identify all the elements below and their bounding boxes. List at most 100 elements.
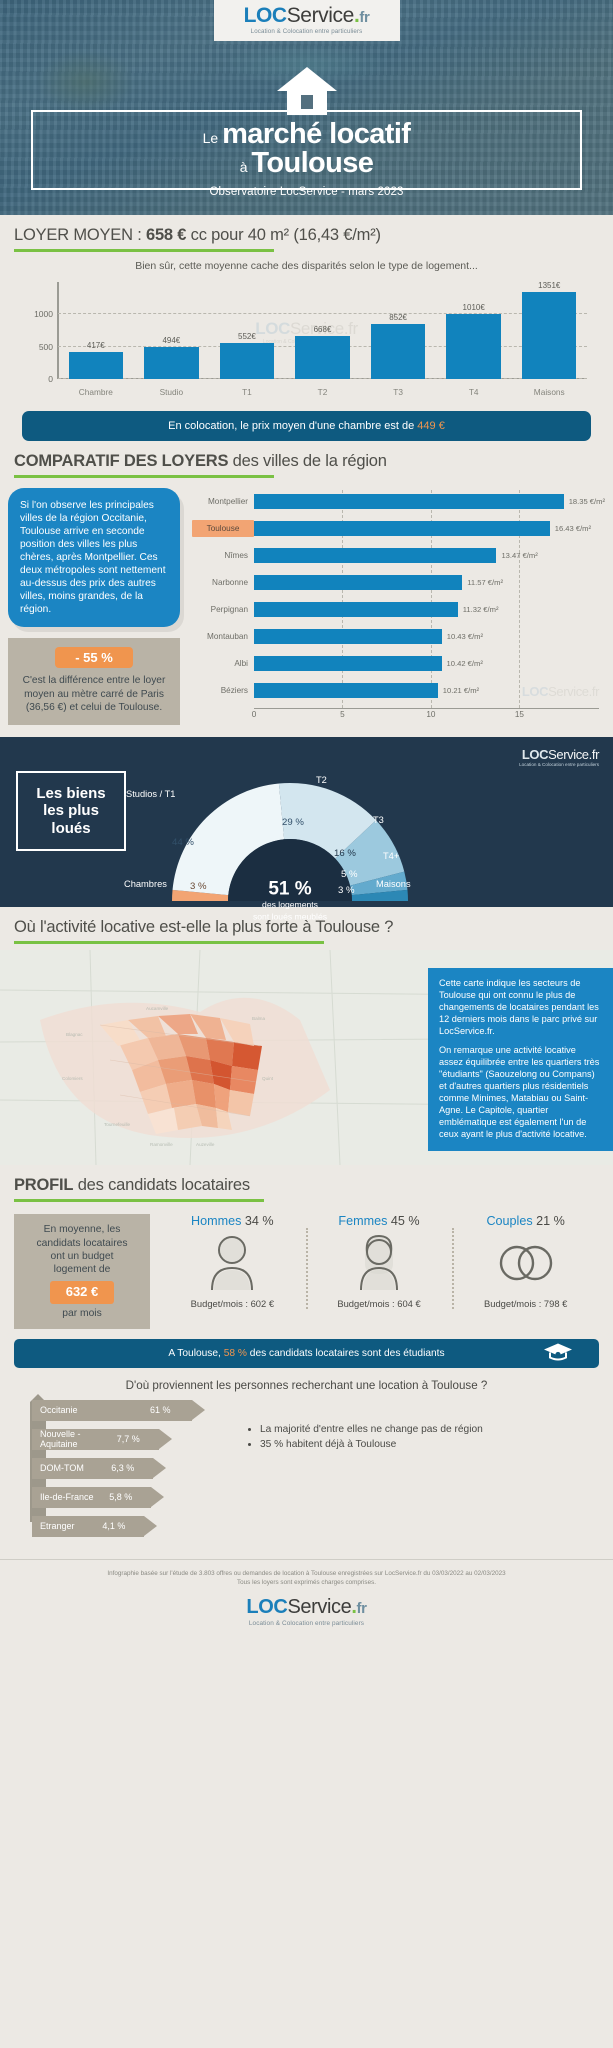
bar-item: 552€ xyxy=(209,282,285,379)
bar xyxy=(254,548,497,563)
x-axis-labels: Chambre Studio T1 T2 T3 T4 Maisons xyxy=(58,387,587,397)
rent-bar-chart: LOCService.fr Location & Colocation entr… xyxy=(22,276,591,401)
bar-item: 494€ xyxy=(134,282,210,379)
city-row: Narbonne 11.57 €/m² xyxy=(192,569,605,596)
city-rent-chart: Montpellier 18.35 €/m² Toulouse 16.43 €/m² N… xyxy=(188,488,605,725)
footer-line-1: Infographie basée sur l'étude de 3.803 o… xyxy=(107,1569,506,1577)
sign-percent: 61 % xyxy=(150,1405,171,1416)
sign-region-name: Nouvelle -Aquitaine xyxy=(40,1429,81,1450)
svg-text:Ramonville: Ramonville xyxy=(150,1142,173,1147)
bar xyxy=(522,291,577,379)
hero-header: LOCService.fr Location & Colocation entr… xyxy=(0,0,613,215)
bar-value-label: 417€ xyxy=(86,341,105,351)
origins-row: Occitanie 61 % Nouvelle -Aquitaine 7,7 % DOM… xyxy=(0,1393,613,1545)
footer-brand-logo: LOCService.fr Location & Colocation entr… xyxy=(20,1595,593,1627)
map-note-p2: On remarque une activité locative assez … xyxy=(439,1044,600,1139)
group-femmes-title: Femmes 45 % xyxy=(308,1214,451,1228)
coloc-banner-text: En colocation, le prix moyen d'une chamb… xyxy=(168,420,418,432)
students-post: des candidats locataires sont des étudia… xyxy=(246,1347,445,1359)
x-tick-label: 15 xyxy=(514,710,524,720)
bar-value-label: 494€ xyxy=(162,336,181,346)
sign-body: Occitanie 61 % xyxy=(32,1399,192,1421)
watermark: LOCService.fr xyxy=(522,684,600,699)
origin-note-2: 35 % habitent déjà à Toulouse xyxy=(260,1437,599,1452)
students-banner-text: A Toulouse, 58 % des candidats locataire… xyxy=(168,1348,444,1359)
group-femmes-label: Femmes xyxy=(338,1214,388,1229)
donut-label-t2: T2 xyxy=(316,775,327,786)
origin-sign: Ile-de-France 5,8 % xyxy=(32,1486,234,1510)
budget-value-pill: 632 € xyxy=(49,1280,115,1304)
footer-brand-tagline: Location & Colocation entre particuliers xyxy=(248,1619,365,1627)
bar-value-label: 1010€ xyxy=(462,302,485,312)
group-couples-label: Couples xyxy=(486,1214,533,1229)
rent-title-rest: cc pour 40 m² (16,43 €/m²) xyxy=(186,226,381,244)
group-couples-title: Couples 21 % xyxy=(454,1214,597,1228)
group-femmes-budget: Budget/mois : 604 € xyxy=(337,1298,421,1310)
coloc-banner-value: 449 € xyxy=(417,420,445,432)
x-tick-label: Chambre xyxy=(78,387,113,397)
section-rule xyxy=(14,249,274,252)
donut-pct-studios: 44 % xyxy=(172,837,194,849)
house-icon xyxy=(275,65,339,122)
map-section-title: Où l'activité locative est-elle la plus … xyxy=(14,918,394,937)
x-tick-label: 5 xyxy=(340,710,345,720)
x-tick-label: Studio xyxy=(159,387,184,397)
paris-diff-card: - 55 % C'est la différence entre le loye… xyxy=(8,638,180,726)
x-axis-ticks: 0 5 10 15 xyxy=(252,710,599,724)
bar-item: 1351€ xyxy=(511,280,587,379)
bar-value-label: 1351€ xyxy=(538,280,561,290)
city-label: Perpignan xyxy=(210,605,248,614)
brand-tagline: Location & Colocation entre particuliers xyxy=(250,28,363,36)
rent-subtitle: Bien sûr, cette moyenne cache des dispar… xyxy=(135,260,478,272)
city-row: Toulouse 16.43 €/m² xyxy=(192,515,605,542)
sign-percent: 4,1 % xyxy=(102,1521,126,1532)
donut-label-t4: T4+ xyxy=(383,851,400,862)
bar-zone: 10.42 €/m² xyxy=(254,650,605,677)
region-comparison: Si l'on observe les principales villes d… xyxy=(0,488,613,726)
bar xyxy=(254,575,463,590)
sign-percent: 5,8 % xyxy=(109,1492,133,1503)
bar-value-label: 10.21 €/m² xyxy=(442,686,480,695)
rent-title-value: 658 € xyxy=(145,226,187,244)
bar-item: 852€ xyxy=(360,282,436,379)
x-tick-label: Maisons xyxy=(533,387,565,397)
city-row: Albi 10.42 €/m² xyxy=(192,650,605,677)
x-tick-label: T3 xyxy=(393,387,403,397)
sign-region-name: Ile-de-France xyxy=(40,1492,94,1503)
bar xyxy=(254,602,458,617)
map-section: Où l'activité locative est-elle la plus … xyxy=(0,907,613,945)
gridline xyxy=(342,490,344,709)
average-budget-box: En moyenne, les candidats locataires ont… xyxy=(14,1214,150,1329)
students-banner: A Toulouse, 58 % des candidats locataire… xyxy=(14,1338,599,1368)
brand-logo: LOCService.fr Location & Colocation entr… xyxy=(213,0,400,42)
profile-section: PROFIL des candidats locataires xyxy=(0,1165,613,1203)
city-label: Montauban xyxy=(207,632,248,641)
heading-line-3: loués xyxy=(51,819,91,837)
bar-zone: 18.35 €/m² xyxy=(254,488,605,515)
bar-value-label: 11.32 €/m² xyxy=(462,605,499,614)
bar-value-label: 16.43 €/m² xyxy=(554,524,592,533)
rent-section-title: LOYER MOYEN : 658 € cc pour 40 m² (16,43… xyxy=(14,215,599,249)
donut-center-line1: des logements xyxy=(262,899,318,910)
graduation-cap-icon xyxy=(543,1342,573,1365)
bar-plot-area: 0 500 1000 417€ 494€ 552€ 668€ 852€ 1010€ 1351€ xyxy=(34,280,587,384)
donut-center-line2: sont loués meublés xyxy=(252,911,328,922)
svg-text:Aucamville: Aucamville xyxy=(146,1006,169,1011)
y-tick-label: 0 xyxy=(48,374,53,384)
donut-label-t3: T3 xyxy=(373,815,384,826)
budget-line-2: candidats locataires xyxy=(36,1237,128,1249)
donut-label-maisons: Maisons xyxy=(376,879,411,890)
watermark-tagline: Location & Colocation entre particuliers xyxy=(519,762,599,768)
city-label: Nîmes xyxy=(224,551,248,560)
origin-notes: La majorité d'entre elles ne change pas … xyxy=(234,1400,599,1545)
group-hommes-budget: Budget/mois : 602 € xyxy=(190,1298,275,1310)
bar-value-label: 10.43 €/m² xyxy=(446,632,484,641)
x-tick-label: 10 xyxy=(426,710,436,720)
svg-text:Balma: Balma xyxy=(252,1016,265,1021)
footer-brand-dot: . xyxy=(351,1595,357,1618)
profile-title-bold: PROFIL xyxy=(14,1176,74,1195)
watermark: LOCService.fr Location & Colocation entr… xyxy=(519,747,599,767)
budget-period: par mois xyxy=(62,1307,102,1319)
origin-sign: Etranger 4,1 % xyxy=(32,1515,234,1539)
svg-text:Blagnac: Blagnac xyxy=(66,1032,83,1037)
